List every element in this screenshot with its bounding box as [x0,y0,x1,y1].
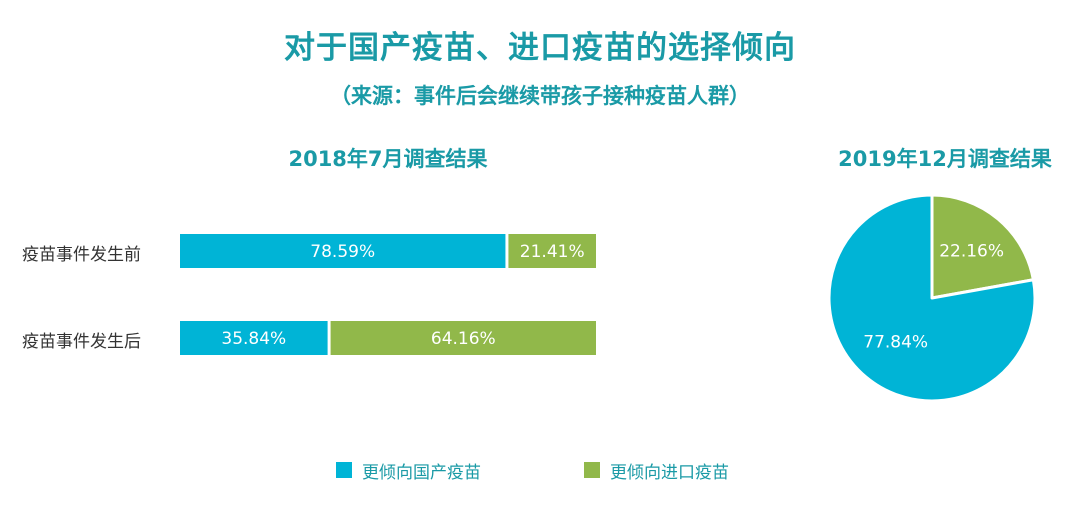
bar-value-label-after-imported: 64.16% [431,329,496,349]
pie-slice-domestic [827,193,1037,403]
legend-label-imported: 更倾向进口疫苗 [610,462,729,483]
legend-item-domestic: 更倾向国产疫苗 [336,458,481,483]
bar-row-label-before: 疫苗事件发生前 [22,245,141,265]
bar-value-label-before-domestic: 78.59% [310,242,375,262]
bar-segment-before-imported [508,234,596,268]
legend-swatch-domestic [336,462,352,478]
bar-value-label-after-domestic: 35.84% [221,329,286,349]
legend-item-imported: 更倾向进口疫苗 [584,458,729,483]
legend-swatch-imported [584,462,600,478]
chart-subtitle: （来源：事件后会继续带孩子接种疫苗人群） [330,84,750,108]
pie-chart-title: 2019年12月调查结果 [838,147,1052,171]
bar-value-label-before-imported: 21.41% [520,242,585,262]
pie-slice-imported [930,193,1035,300]
bar-segment-after-imported [330,321,596,355]
bar-row-label-after: 疫苗事件发生后 [22,332,141,352]
pie-value-label-domestic: 77.84% [863,332,928,352]
chart-title-main: 对于国产疫苗、进口疫苗的选择倾向 [284,30,796,66]
legend-label-domestic: 更倾向国产疫苗 [362,462,481,483]
bar-chart-title: 2018年7月调查结果 [288,147,488,171]
pie-value-label-imported: 22.16% [939,242,1004,262]
bar-segment-after-domestic [180,321,328,355]
bar-segment-before-domestic [180,234,506,268]
